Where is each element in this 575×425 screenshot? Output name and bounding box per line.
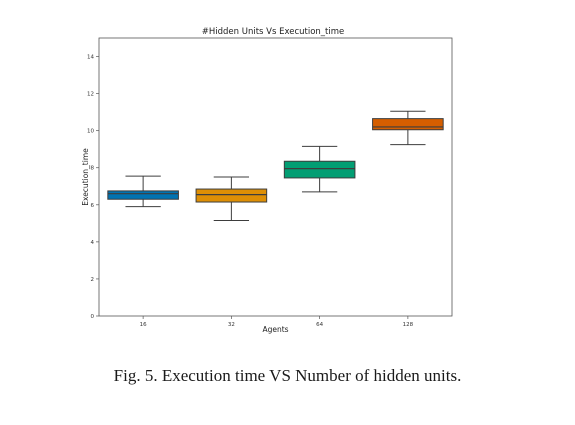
y-axis-label: Execution_time [81, 148, 90, 206]
iqr-box [195, 188, 268, 203]
y-tick-label: 0 [91, 314, 95, 320]
iqr-box [372, 118, 444, 131]
y-tick-label: 14 [87, 55, 94, 61]
y-axis: 0 2 4 6 8 10 12 14 [87, 55, 99, 320]
x-axis-label: Agents [262, 325, 288, 334]
chart-title: #Hidden Units Vs Execution_time [202, 27, 345, 37]
y-tick-label: 2 [91, 277, 95, 283]
y-tick-label: 8 [91, 166, 95, 172]
box-32 [195, 176, 268, 222]
x-tick-label: 16 [140, 322, 147, 328]
iqr-box [283, 160, 356, 179]
box-128 [372, 110, 444, 146]
y-tick-label: 4 [91, 240, 95, 246]
box-16 [107, 175, 179, 208]
y-tick-label: 10 [87, 129, 94, 135]
x-tick-label: 64 [316, 322, 323, 328]
y-tick-label: 12 [87, 92, 94, 98]
x-tick-label: 32 [228, 322, 235, 328]
x-tick-label: 128 [403, 322, 414, 328]
boxes [107, 110, 444, 222]
x-axis: 16 32 64 128 [140, 316, 414, 328]
box-64 [283, 145, 356, 193]
iqr-box [107, 190, 179, 200]
box-plot-chart: #Hidden Units Vs Execution_time 0 2 4 6 8 10 1… [81, 27, 453, 334]
plot-area [98, 37, 453, 317]
figure-caption: Fig. 5. Execution time VS Number of hidd… [113, 366, 462, 385]
y-tick-label: 6 [91, 203, 95, 209]
